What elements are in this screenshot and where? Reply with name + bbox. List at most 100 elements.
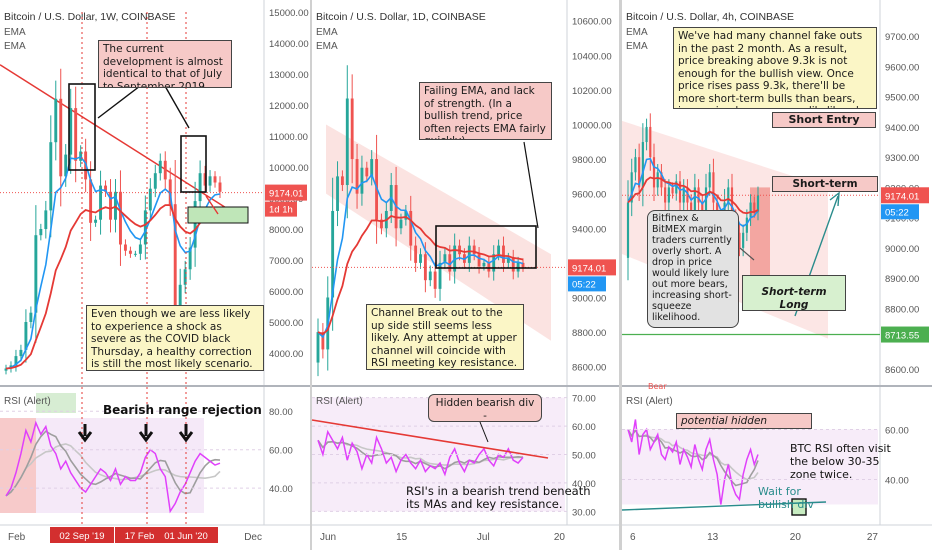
- panel-1-candle-body: [49, 142, 53, 211]
- panel-1-candle-body: [133, 253, 137, 255]
- panel-3-candle-body: [656, 172, 659, 188]
- panel-3-time-tick: 13: [707, 532, 719, 543]
- panel-2-candle-body: [506, 257, 510, 263]
- panel-1-candle-body: [64, 154, 68, 177]
- panel-3-candle-body: [638, 157, 641, 188]
- panel-1-candle-body: [218, 182, 222, 192]
- panel-1-arrow: [97, 85, 141, 119]
- panel-3-candle-body: [756, 195, 760, 212]
- panel-1-candle-body: [213, 176, 217, 183]
- panel-2-candle-body: [336, 176, 339, 211]
- panel-1-highlight-box: [180, 135, 207, 193]
- panel-3-candle-body: [753, 202, 756, 212]
- panel-3-candle-body: [686, 187, 689, 203]
- panel-1-price-tick: 8000.00: [269, 225, 303, 236]
- panel-2-candle-body: [316, 332, 320, 363]
- panel-1-price-tick: 10000.00: [269, 163, 309, 174]
- panel-1-rsi-tick: 80.00: [269, 407, 293, 418]
- panel-2-candle-body: [433, 271, 437, 289]
- panel-2-rsi-tick: 50.00: [572, 451, 596, 462]
- panel-3-time-tick: 6: [630, 532, 636, 543]
- panel-1-date-marker-tag: [50, 527, 114, 543]
- panel-1-rsi-down-arrow: [138, 424, 154, 443]
- panel-3-countdown-tag: [881, 204, 919, 220]
- panel-2-price-tick: 9800.00: [572, 155, 606, 166]
- panel-1-candle-body: [19, 349, 23, 357]
- panel-2-ema-fast-line: [317, 173, 524, 339]
- panel-3-candle-body: [675, 181, 678, 194]
- panel-2-candle-body: [419, 254, 422, 263]
- panel-2-candle-body: [492, 254, 496, 272]
- panel-3-candle-body: [678, 181, 682, 203]
- panel-2-price-tick: 10600.00: [572, 17, 612, 28]
- panel-3-last-price-label: 9174.01: [885, 191, 919, 202]
- panel-2-candle-body: [404, 210, 408, 220]
- panel-3-symbol-title: Bitcoin / U.S. Dollar, 4h, COINBASE: [626, 11, 794, 23]
- panel-1-rsi-green-zone: [36, 393, 76, 413]
- panel-2-countdown-tag: [568, 276, 606, 292]
- panel-1-last-price-tag: [265, 184, 307, 201]
- panel-3-time-tick: 27: [867, 532, 879, 543]
- panel-1-candle-body: [138, 244, 142, 254]
- panel-1-candle-body: [198, 173, 202, 202]
- panel-3-candle-body: [727, 187, 730, 203]
- panel-3-price-tick: 9600.00: [885, 62, 919, 73]
- panel-1-arrow: [164, 85, 190, 129]
- panel-1-candle-body: [208, 176, 212, 186]
- annotation-p3-rsi-right: BTC RSI often visit the below 30-35 zone…: [790, 442, 891, 481]
- panel-2-candle-body: [345, 98, 349, 186]
- panel-1-candle-body: [29, 312, 33, 322]
- annotation-p2-bottom: Channel Break out to the up side still s…: [366, 304, 524, 370]
- panel-2-candle-body: [409, 210, 413, 246]
- panel-3-indicator-label: EMA: [626, 27, 648, 38]
- panel-3-candle-body: [742, 232, 745, 248]
- panel-3-candle-body: [738, 232, 741, 248]
- panel-3-candle-body: [630, 172, 633, 203]
- panel-2-candle-body: [331, 210, 335, 298]
- panel-1-time-tick: Dec: [244, 532, 262, 543]
- panel-3-candle-body: [664, 187, 667, 203]
- panel-1-date-marker-label: 01 Jun '20: [164, 531, 208, 542]
- panel-3-time-tick: 20: [790, 532, 802, 543]
- annotation-p3-grey: Bitfinex & BitMEX margin traders current…: [647, 210, 739, 328]
- panel-2-rsi-label: RSI (Alert): [316, 396, 363, 407]
- panel-3-price-tick: 9300.00: [885, 153, 919, 164]
- panel-1-candle-body: [44, 210, 48, 229]
- panel-1-candle-body: [123, 244, 127, 251]
- panel-1-candle-body: [54, 98, 58, 143]
- panel-3-candle-body: [649, 126, 652, 158]
- panel-1-date-marker-label: 17 Feb '20: [125, 531, 170, 542]
- panel-3-price-tick: 9000.00: [885, 244, 919, 255]
- panel-1-candle-body: [128, 250, 132, 254]
- panel-2-indicator-label: EMA: [316, 41, 338, 52]
- panel-1-last-price-label: 9174.01: [269, 189, 303, 200]
- panel-3-rsi-tick: 40.00: [885, 476, 909, 487]
- panel-2-price-tick: 8800.00: [572, 328, 606, 339]
- annotation-p2-rsi-top: Hidden bearish div - bear trend continua…: [428, 394, 542, 422]
- panel-2-candle-body: [365, 167, 369, 177]
- annotation-p1-rsi: Bearish range rejection: [103, 403, 262, 417]
- panel-1-rsi-line: [5, 420, 221, 514]
- panel-1-candle-body: [94, 219, 98, 223]
- panel-1-candle-body: [104, 185, 107, 192]
- panel-3-last-price-tag: [881, 187, 929, 204]
- panel-3-support-tag: [881, 326, 929, 343]
- panel-1-candle-body: [114, 191, 117, 220]
- panel-1-price-tick: 11000.00: [269, 132, 308, 143]
- annotation-p3-rsi-tag: Bear: [648, 382, 667, 391]
- annotation-p1-bottom: Even though we are less likely to experi…: [86, 305, 264, 371]
- panel-3-price-tick: 9700.00: [885, 32, 919, 43]
- panel-2-consolidation-box: [435, 225, 537, 269]
- panel-1-ema-slow-line: [5, 204, 221, 370]
- panel-2-candle-body: [399, 219, 403, 229]
- panel-1-time-tick: Feb: [8, 532, 26, 543]
- panel-1-candle-body: [143, 210, 147, 245]
- panel-3-candle-body: [693, 187, 696, 218]
- panel-1-rsi-down-arrow: [178, 424, 194, 443]
- panel-3-ema-slow-line: [627, 176, 759, 215]
- panel-2-candle-body: [497, 245, 501, 255]
- panel-3-candle-body: [704, 187, 708, 218]
- panel-3-price-tick: 9400.00: [885, 123, 919, 134]
- panel-1-ema-fast-line: [5, 155, 221, 370]
- annotation-p1-top: The current development is almost identi…: [98, 40, 232, 88]
